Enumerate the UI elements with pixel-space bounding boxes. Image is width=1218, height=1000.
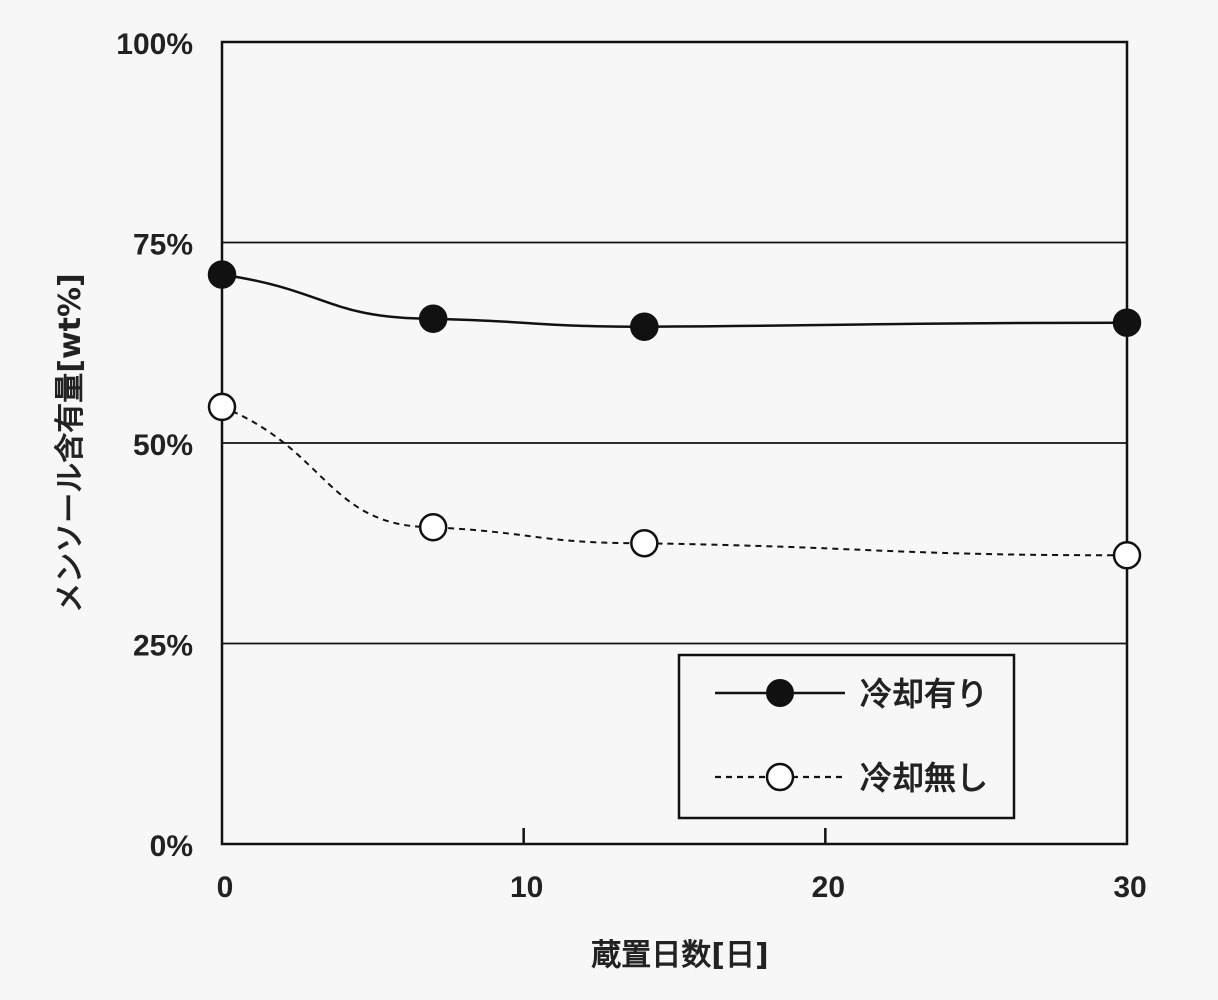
legend-marker-uncooled: [765, 762, 795, 792]
y-tick-label-100pct: 100%: [116, 28, 193, 61]
series-1-point-0: [207, 392, 237, 422]
x-axis-ticks: [522, 828, 827, 844]
y-tick-label-25pct: 25%: [133, 630, 193, 663]
y-tick-label-0pct: 0%: [150, 830, 193, 863]
series-1-point-2: [630, 529, 659, 558]
series-layer: [207, 260, 1142, 570]
legend-box: [677, 653, 1016, 820]
y-axis-tick-labels: 0% 25% 50% 75% 100%: [116, 28, 193, 863]
x-tick-label-30: 30: [1113, 871, 1146, 904]
x-tick-label-0: 0: [217, 871, 234, 904]
series-line-1: [221, 405, 1128, 557]
series-1-point-1: [418, 512, 448, 542]
series-0-point-0: [207, 260, 237, 289]
series-0-point-3: [1112, 308, 1142, 337]
grid-lines: [222, 241, 1127, 645]
y-tick-label-75pct: 75%: [133, 229, 193, 262]
y-tick-label-50pct: 50%: [133, 429, 193, 462]
series-0-point-1: [418, 304, 448, 333]
series-1-point-3: [1112, 541, 1142, 570]
x-tick-label-20: 20: [812, 871, 845, 904]
x-axis-title: 蔵置日数[日]: [591, 938, 768, 973]
legend-label-cooled: 冷却有り: [860, 675, 988, 713]
legend: 冷却有り 冷却無し: [677, 653, 1016, 820]
legend-label-uncooled: 冷却無し: [860, 759, 988, 797]
legend-marker-cooled: [766, 679, 794, 707]
series-0-point-2: [630, 312, 659, 341]
y-axis-title: メンソール含有量[wt%]: [53, 273, 88, 613]
x-tick-label-10: 10: [510, 871, 543, 904]
x-axis-tick-labels: 0 10 20 30: [217, 871, 1147, 904]
series-line-0: [221, 273, 1128, 328]
plot-frame: [220, 40, 1129, 846]
